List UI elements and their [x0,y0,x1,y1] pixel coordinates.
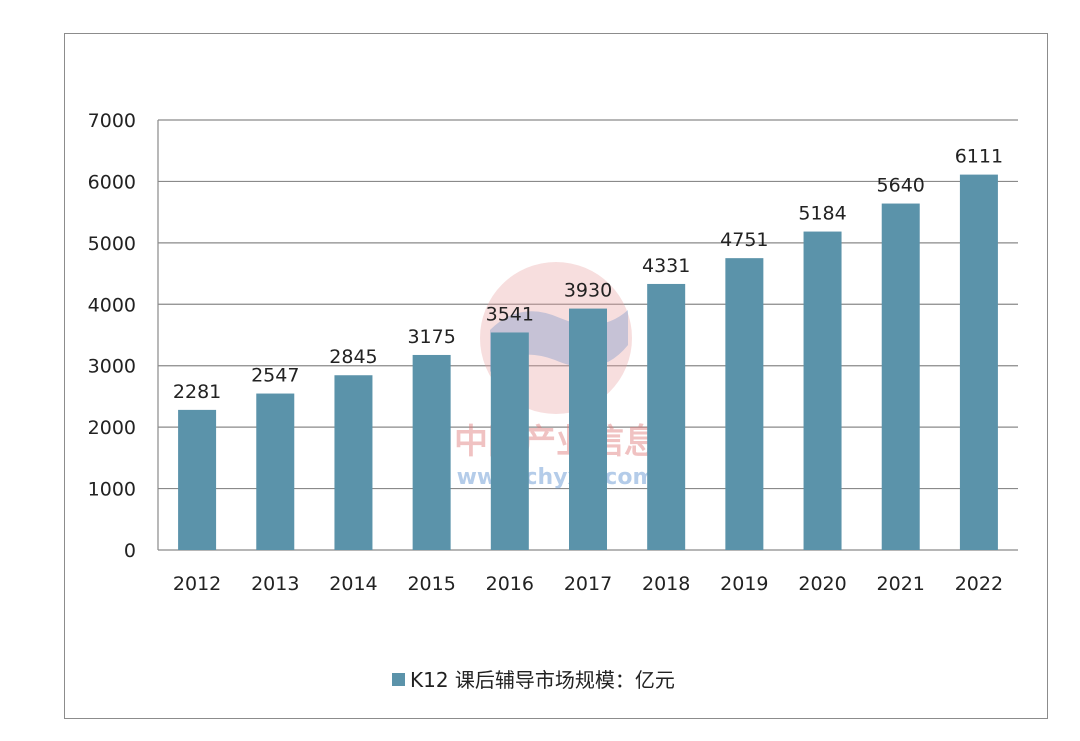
data-labels: 2281 2547 2845 3175 3541 3930 4331 4751 5184 5640… [173,146,1003,403]
bar [256,393,295,550]
y-tick-label: 2000 [88,417,136,439]
x-axis-ticks: 2012 2013 2014 2015 2016 2017 2018 2019 2020 2021… [173,573,1003,595]
x-tick-label: 2018 [642,573,690,595]
bar [334,375,373,550]
x-tick-label: 2019 [720,573,768,595]
y-tick-label: 0 [124,540,136,562]
watermark: 中国产业信息 www.chyxx.com [454,262,658,490]
x-tick-label: 2015 [407,573,455,595]
y-tick-label: 3000 [88,356,136,378]
bar [490,332,529,550]
data-label: 3541 [486,303,534,325]
data-label: 3930 [564,280,612,302]
data-label: 2845 [329,346,377,368]
watermark-cn-text: 中国产业信息 [454,422,658,462]
bars [178,174,998,551]
bar [647,283,686,550]
data-label: 4331 [642,255,690,277]
legend-label: K12 课后辅导市场规模：亿元 [410,668,675,692]
data-label: 2547 [251,365,299,387]
x-tick-label: 2022 [955,573,1003,595]
bar [178,409,217,550]
y-tick-label: 7000 [88,110,136,132]
x-tick-label: 2013 [251,573,299,595]
y-tick-label: 4000 [88,294,136,316]
legend-swatch [392,673,405,686]
data-label: 5640 [877,175,925,197]
bar [412,354,451,550]
data-label: 5184 [798,203,846,225]
bar [569,308,607,550]
data-label: 3175 [407,326,455,348]
bar [803,231,842,550]
y-tick-label: 5000 [88,233,136,255]
bar [881,203,920,551]
data-label: 6111 [955,146,1003,168]
y-tick-label: 1000 [88,479,136,501]
x-tick-label: 2016 [486,573,534,595]
x-tick-label: 2014 [329,573,377,595]
data-label: 2281 [173,381,221,403]
legend: K12 课后辅导市场规模：亿元 [392,668,675,692]
x-tick-label: 2017 [564,573,612,595]
x-tick-label: 2012 [173,573,221,595]
data-label: 4751 [720,229,768,251]
watermark-url-text: www.chyxx.com [457,465,656,490]
bar [959,174,998,551]
x-tick-label: 2021 [877,573,925,595]
y-tick-label: 6000 [88,171,136,193]
bar [725,258,764,550]
y-axis-ticks: 0 1000 2000 3000 4000 5000 6000 7000 [88,110,136,562]
x-tick-label: 2020 [798,573,846,595]
gridlines [157,119,1018,551]
